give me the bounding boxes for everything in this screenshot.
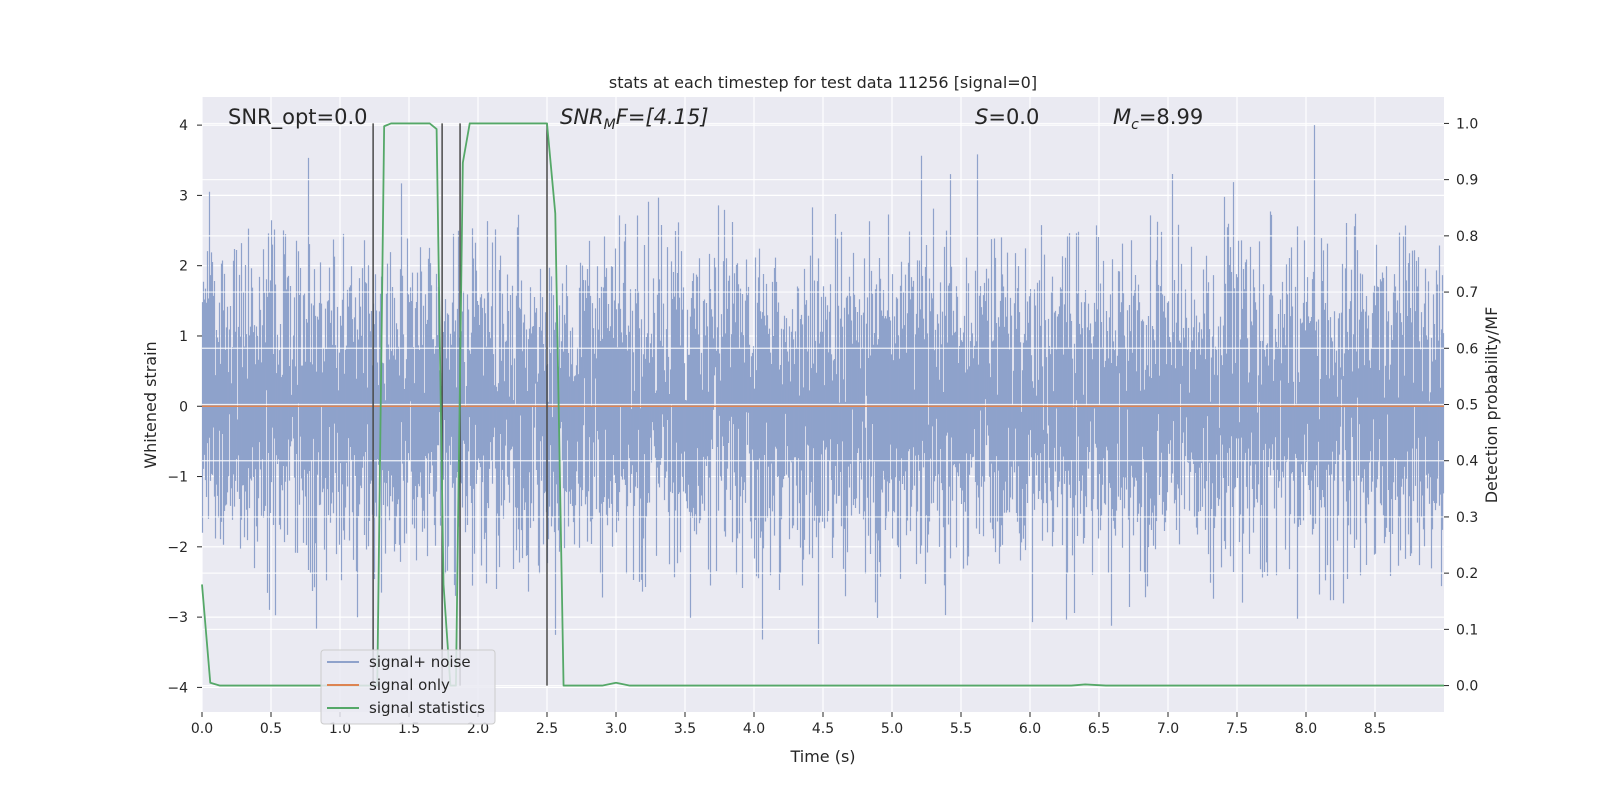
x-axis-ticks: 0.0 0.5 1.0 1.5 2.0 2.5 3.0 3.5 4.0 4.5 5.0 5.5 6.0 6… (191, 712, 1386, 737)
x-tick-label-9: 4.5 (812, 721, 834, 737)
y2-tick-label-3: 0.7 (1456, 285, 1478, 301)
y2-tick-label-4: 0.6 (1456, 341, 1478, 357)
mc-rest: =8.99 (1139, 105, 1203, 129)
y2-tick-label-8: 0.2 (1456, 566, 1478, 582)
y2-axis-label: Detection probability/MF (1482, 307, 1501, 504)
annotation-snr-opt: SNR_opt=0.0 (228, 105, 368, 130)
chart-title: stats at each timestep for test data 112… (609, 73, 1037, 92)
x-tick-label-15: 7.5 (1226, 721, 1248, 737)
y2-tick-label-0: 1.0 (1456, 116, 1478, 132)
s-italic: S (975, 105, 988, 129)
snr-mf-base: SNR (560, 105, 604, 129)
legend-label-signal-noise: signal+ noise (369, 653, 471, 671)
y-tick-label-7: −3 (167, 610, 188, 626)
legend: signal+ noise signal only signal statist… (320, 649, 496, 725)
s-rest: =0.0 (988, 105, 1039, 129)
y2-tick-label-5: 0.5 (1456, 398, 1478, 414)
annotation-snr-mf: SNRMF=[4.15] (560, 105, 709, 133)
mc-sub: c (1131, 117, 1139, 133)
y-tick-label-8: −4 (167, 680, 188, 696)
legend-label-signal-only: signal only (369, 676, 450, 694)
annotation-mc: Mc=8.99 (1113, 105, 1203, 133)
x-tick-label-0: 0.0 (191, 721, 213, 737)
mc-base: M (1113, 105, 1131, 129)
x-tick-label-16: 8.0 (1295, 721, 1317, 737)
y-tick-label-0: 4 (179, 118, 188, 134)
y2-tick-label-7: 0.3 (1456, 510, 1478, 526)
y2-tick-label-10: 0.0 (1456, 679, 1478, 695)
x-tick-label-14: 7.0 (1157, 721, 1179, 737)
y2-tick-label-9: 0.1 (1456, 622, 1478, 638)
x-tick-label-2: 1.0 (329, 721, 351, 737)
x-tick-label-6: 3.0 (605, 721, 627, 737)
x-axis-label: Time (s) (789, 747, 855, 766)
x-tick-label-3: 1.5 (398, 721, 420, 737)
x-tick-label-7: 3.5 (674, 721, 696, 737)
y-axis-ticks: 4 3 2 1 0 −1 −2 −3 −4 (167, 118, 202, 696)
y-tick-label-6: −2 (167, 540, 188, 556)
x-tick-label-10: 5.0 (881, 721, 903, 737)
x-tick-label-13: 6.5 (1088, 721, 1110, 737)
annotation-s: S=0.0 (975, 105, 1039, 129)
y2-tick-label-1: 0.9 (1456, 173, 1478, 189)
y2-axis-ticks: 1.0 0.9 0.8 0.7 0.6 0.5 0.4 0.3 0.2 0.1 0.0 (1444, 116, 1478, 695)
y-axis-label: Whitened strain (141, 341, 160, 468)
y-tick-label-3: 1 (179, 329, 188, 345)
legend-label-signal-statistics: signal statistics (369, 699, 485, 717)
series-signal-noise (201, 122, 1445, 687)
y-tick-label-4: 0 (179, 399, 188, 415)
x-tick-label-1: 0.5 (260, 721, 282, 737)
x-tick-label-17: 8.5 (1364, 721, 1386, 737)
x-tick-label-5: 2.5 (536, 721, 558, 737)
legend-box (320, 649, 496, 725)
x-tick-label-8: 4.0 (743, 721, 765, 737)
y-tick-label-2: 2 (179, 259, 188, 275)
x-tick-label-4: 2.0 (467, 721, 489, 737)
x-tick-label-11: 5.5 (950, 721, 972, 737)
y2-tick-label-6: 0.4 (1456, 454, 1478, 470)
snr-mf-rest: F=[4.15] (616, 105, 709, 129)
y2-tick-label-2: 0.8 (1456, 229, 1478, 245)
x-tick-label-12: 6.0 (1019, 721, 1041, 737)
snr-mf-sub: M (604, 117, 616, 133)
y-tick-label-1: 3 (179, 188, 188, 204)
y-tick-label-5: −1 (167, 470, 188, 486)
